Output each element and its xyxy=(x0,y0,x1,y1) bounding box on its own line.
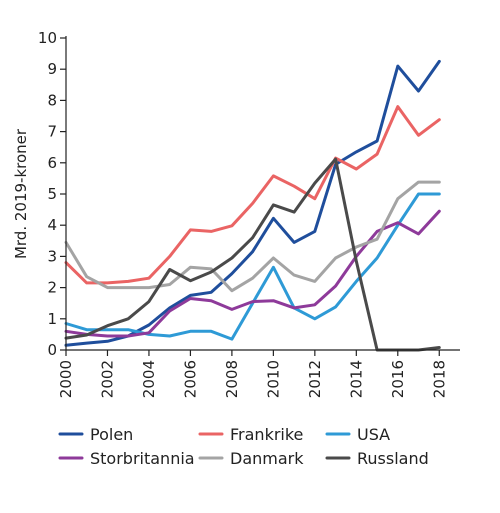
series-line-frankrike xyxy=(64,105,441,285)
y-tick-label: 8 xyxy=(47,91,57,109)
series-line-usa xyxy=(64,192,441,341)
y-tick-label: 9 xyxy=(47,60,57,78)
legend: Polen Frankrike USA Storbritannia Danmark Rus… xyxy=(58,425,429,468)
legend-label-usa: USA xyxy=(357,425,390,444)
y-tick-label: 5 xyxy=(47,185,57,203)
y-axis-title: Mrd. 2019-kroner xyxy=(12,128,30,259)
y-tick-label: 1 xyxy=(47,310,57,328)
y-tick-label: 2 xyxy=(47,279,57,297)
x-tick-label: 2008 xyxy=(223,360,241,398)
legend-label-russland: Russland xyxy=(357,449,429,468)
x-tick-label: 2014 xyxy=(347,360,365,398)
x-tick-label: 2004 xyxy=(140,360,158,398)
x-tick-label: 2002 xyxy=(98,360,116,398)
axes: Mrd. 2019-kroner xyxy=(12,36,460,351)
x-tick-label: 2010 xyxy=(264,360,282,398)
series-line-danmark xyxy=(64,180,441,293)
y-tick-label: 0 xyxy=(47,341,57,359)
x-tick-label: 2006 xyxy=(181,360,199,398)
y-tick-label: 6 xyxy=(47,154,57,172)
ticks: 0 1 2 3 4 5 6 7 8 9 10 2000 2002 2004 2006 2008 2010 2012… xyxy=(38,29,448,398)
y-tick-label: 10 xyxy=(38,29,57,47)
x-tick-label: 2016 xyxy=(389,360,407,398)
y-tick-label: 4 xyxy=(47,216,57,234)
x-tick-label: 2012 xyxy=(306,360,324,398)
x-tick-label: 2000 xyxy=(57,360,75,398)
y-tick-label: 3 xyxy=(47,247,57,265)
series-line-storbritannia xyxy=(64,209,441,338)
legend-label-storbritannia: Storbritannia xyxy=(90,449,195,468)
x-tick-label: 2018 xyxy=(430,360,448,398)
plot-area xyxy=(64,59,441,352)
series-line-russland xyxy=(64,157,441,352)
legend-label-polen: Polen xyxy=(90,425,133,444)
legend-label-danmark: Danmark xyxy=(230,449,304,468)
legend-label-frankrike: Frankrike xyxy=(230,425,303,444)
y-tick-label: 7 xyxy=(47,123,57,141)
